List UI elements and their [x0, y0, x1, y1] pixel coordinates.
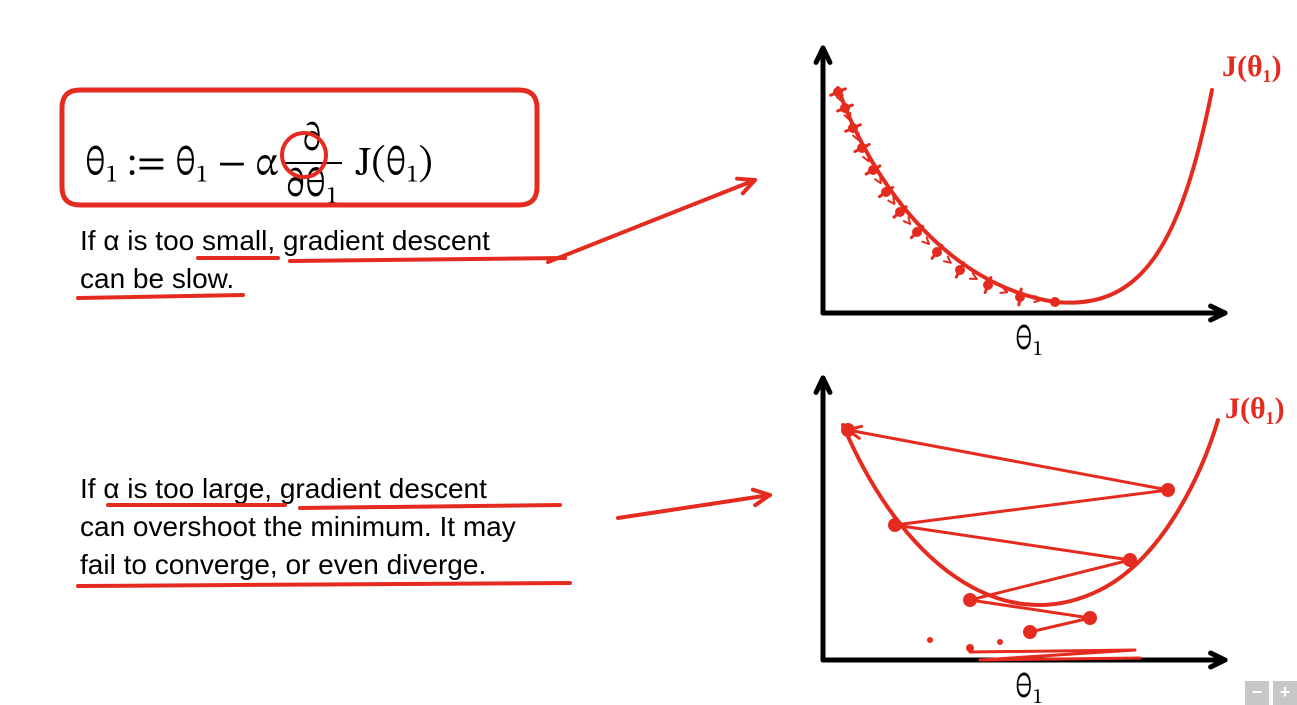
- zoom-out-button[interactable]: −: [1245, 681, 1269, 705]
- slide-root: θ1 := θ1 − α∂∂θ1 J(θ1) If α is too small…: [0, 0, 1297, 705]
- zoom-in-button[interactable]: +: [1273, 681, 1297, 705]
- plot-top-curve-label: J(θ₁): [1222, 50, 1282, 84]
- formula-theta-lhs: θ: [85, 144, 106, 184]
- zoom-controls: − +: [1241, 681, 1297, 705]
- alpha-small-caption: If α is too small, gradient descent can …: [80, 222, 600, 298]
- plot-bottom-curve-label: J(θ₁): [1225, 392, 1285, 426]
- annotations-layer: [0, 0, 1297, 705]
- plot-top-xlabel: θ1: [1015, 320, 1043, 364]
- alpha-large-caption: If α is too large, gradient descent can …: [80, 470, 640, 583]
- partial-derivative-fraction: ∂∂θ1: [282, 120, 342, 210]
- gradient-descent-formula: θ1 := θ1 − α∂∂θ1 J(θ1): [85, 120, 433, 210]
- plot-bottom-xlabel: θ1: [1015, 668, 1043, 705]
- alpha-symbol: α: [256, 144, 278, 184]
